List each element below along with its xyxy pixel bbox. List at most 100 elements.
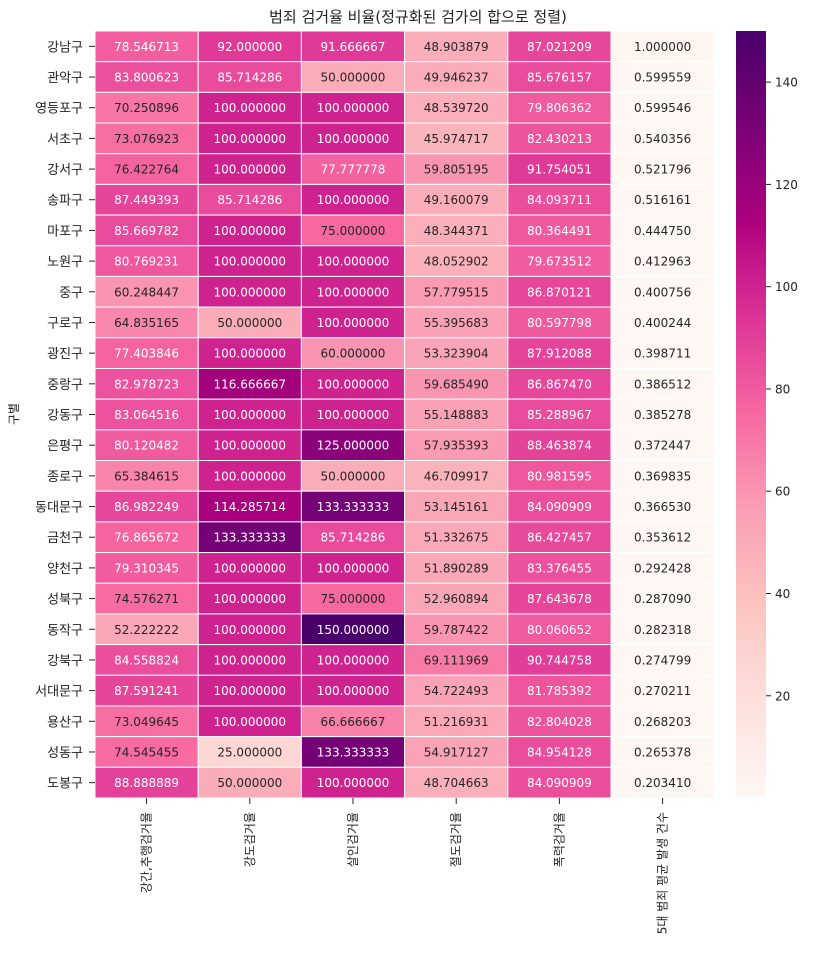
row-labels: 강남구관악구영등포구서초구강서구송파구마포구노원구중구구로구광진구중랑구강동구은…: [35, 40, 95, 792]
cell-value-label: 0.203410: [634, 776, 691, 790]
column-label: 5대 범죄 평균 발생 건수: [656, 812, 670, 934]
heatmap-cell: [610, 736, 715, 768]
cell-value-label: 85.714286: [217, 193, 282, 207]
cell-value-label: 50.000000: [217, 776, 282, 790]
heatmap-cell: [300, 398, 406, 431]
cell-value-label: 100.000000: [317, 132, 390, 146]
cell-value-label: 86.867470: [527, 377, 592, 391]
cell-value-label: 76.422764: [114, 163, 179, 177]
row-label: 노원구: [47, 255, 83, 270]
heatmap-cell: [197, 398, 302, 431]
cell-value-label: 114.285714: [214, 500, 287, 514]
cell-value-label: 77.403846: [114, 347, 179, 361]
heatmap-cell: [610, 705, 715, 738]
cell-value-label: 84.093711: [527, 193, 592, 207]
cell-value-label: 0.282318: [634, 623, 691, 637]
cell-value-label: 73.049645: [114, 715, 179, 729]
cell-value-label: 0.274799: [634, 653, 691, 667]
cell-value-label: 84.558824: [114, 653, 179, 667]
heatmap-cell: [404, 337, 509, 369]
cell-value-label: 0.287090: [634, 592, 691, 606]
row-label: 동작구: [47, 623, 83, 638]
heatmap-cell: [94, 183, 199, 216]
cell-value-label: 84.954128: [527, 745, 592, 759]
row-label: 송파구: [47, 194, 83, 209]
cell-value-label: 100.000000: [214, 684, 287, 698]
heatmap-cell: [404, 429, 509, 462]
colorbar: 20 40 60 80 100 120 140: [736, 31, 798, 797]
heatmap-cell: [610, 122, 715, 155]
row-label: 성북구: [47, 593, 83, 608]
row-label: 은평구: [47, 439, 83, 454]
cell-value-label: 82.978723: [114, 377, 179, 391]
heatmap-cell: [300, 367, 406, 400]
cell-value-label: 100.000000: [317, 101, 390, 115]
cell-value-label: 125.000000: [317, 439, 390, 453]
cell-value-label: 50.000000: [217, 316, 282, 330]
cell-value-label: 80.981595: [527, 469, 592, 483]
cell-value-label: 100.000000: [214, 255, 287, 269]
cell-value-label: 150.000000: [317, 623, 390, 637]
row-label: 영등포구: [35, 102, 83, 117]
cell-value-label: 51.332675: [424, 531, 489, 545]
row-label: 금천구: [47, 531, 83, 546]
cell-value-label: 57.935393: [424, 439, 489, 453]
cell-value-label: 88.463874: [527, 439, 592, 453]
heatmap-cell: [197, 61, 302, 93]
cell-value-label: 100.000000: [317, 316, 390, 330]
cell-value-label: 25.000000: [217, 745, 282, 759]
cell-value-label: 100.000000: [317, 285, 390, 299]
cell-value-label: 53.323904: [424, 347, 489, 361]
cell-value-label: 54.917127: [424, 745, 489, 759]
row-label: 강북구: [47, 654, 83, 669]
cell-value-label: 86.427457: [527, 531, 592, 545]
heatmap-cell: [610, 582, 715, 615]
cell-value-label: 51.890289: [424, 561, 489, 575]
cell-value-label: 0.398711: [634, 347, 691, 361]
heatmap-cell: [300, 644, 406, 676]
cell-value-label: 80.364491: [527, 224, 592, 238]
row-label: 강서구: [47, 163, 83, 178]
cell-value-label: 66.666667: [321, 715, 386, 729]
cell-value-label: 82.430213: [527, 132, 592, 146]
row-label: 성동구: [47, 746, 83, 761]
colorbar-tick-label: 100: [775, 280, 798, 294]
heatmap-cell: [507, 766, 612, 799]
heatmap-cell: [404, 367, 509, 400]
heatmap-cell: [197, 613, 302, 646]
cell-value-label: 85.714286: [217, 71, 282, 85]
heatmap-cell: [94, 490, 199, 523]
cell-value-label: 49.160079: [424, 193, 489, 207]
heatmap-cell: [300, 429, 406, 462]
colorbar-tick-label: 20: [775, 689, 790, 703]
row-label: 도봉구: [47, 777, 83, 792]
row-label: 종로구: [47, 470, 83, 485]
row-label: 양천구: [47, 562, 83, 577]
heatmap-cell: [507, 490, 612, 523]
cell-value-label: 100.000000: [214, 592, 287, 606]
colorbar-tick-label: 140: [775, 76, 798, 90]
cell-value-label: 0.400244: [634, 316, 691, 330]
heatmap-cell: [300, 766, 406, 799]
cell-value-label: 64.835165: [114, 316, 179, 330]
heatmap-cell: [404, 61, 509, 93]
cell-value-label: 0.400756: [634, 285, 691, 299]
heatmap-cell: [610, 153, 715, 185]
cell-value-label: 78.546713: [114, 40, 179, 54]
heatmap-cell: [507, 153, 612, 185]
cell-value-label: 100.000000: [317, 408, 390, 422]
cell-value-label: 0.599546: [634, 101, 691, 115]
cell-value-label: 79.806362: [527, 101, 592, 115]
cell-value-label: 80.597798: [527, 316, 592, 330]
heatmap-cell: [94, 245, 199, 277]
heatmap-cell: [610, 766, 715, 799]
chart-title: 범죄 검거율 비율(정규화된 검가의 합으로 정렬): [269, 8, 567, 26]
row-label: 중구: [59, 286, 83, 301]
heatmap-cell: [197, 521, 302, 554]
cell-value-label: 84.090909: [527, 776, 592, 790]
cell-value-label: 84.090909: [527, 500, 592, 514]
heatmap-cell: [197, 552, 302, 584]
cell-value-label: 0.521796: [634, 163, 691, 177]
row-label: 서대문구: [35, 685, 83, 700]
